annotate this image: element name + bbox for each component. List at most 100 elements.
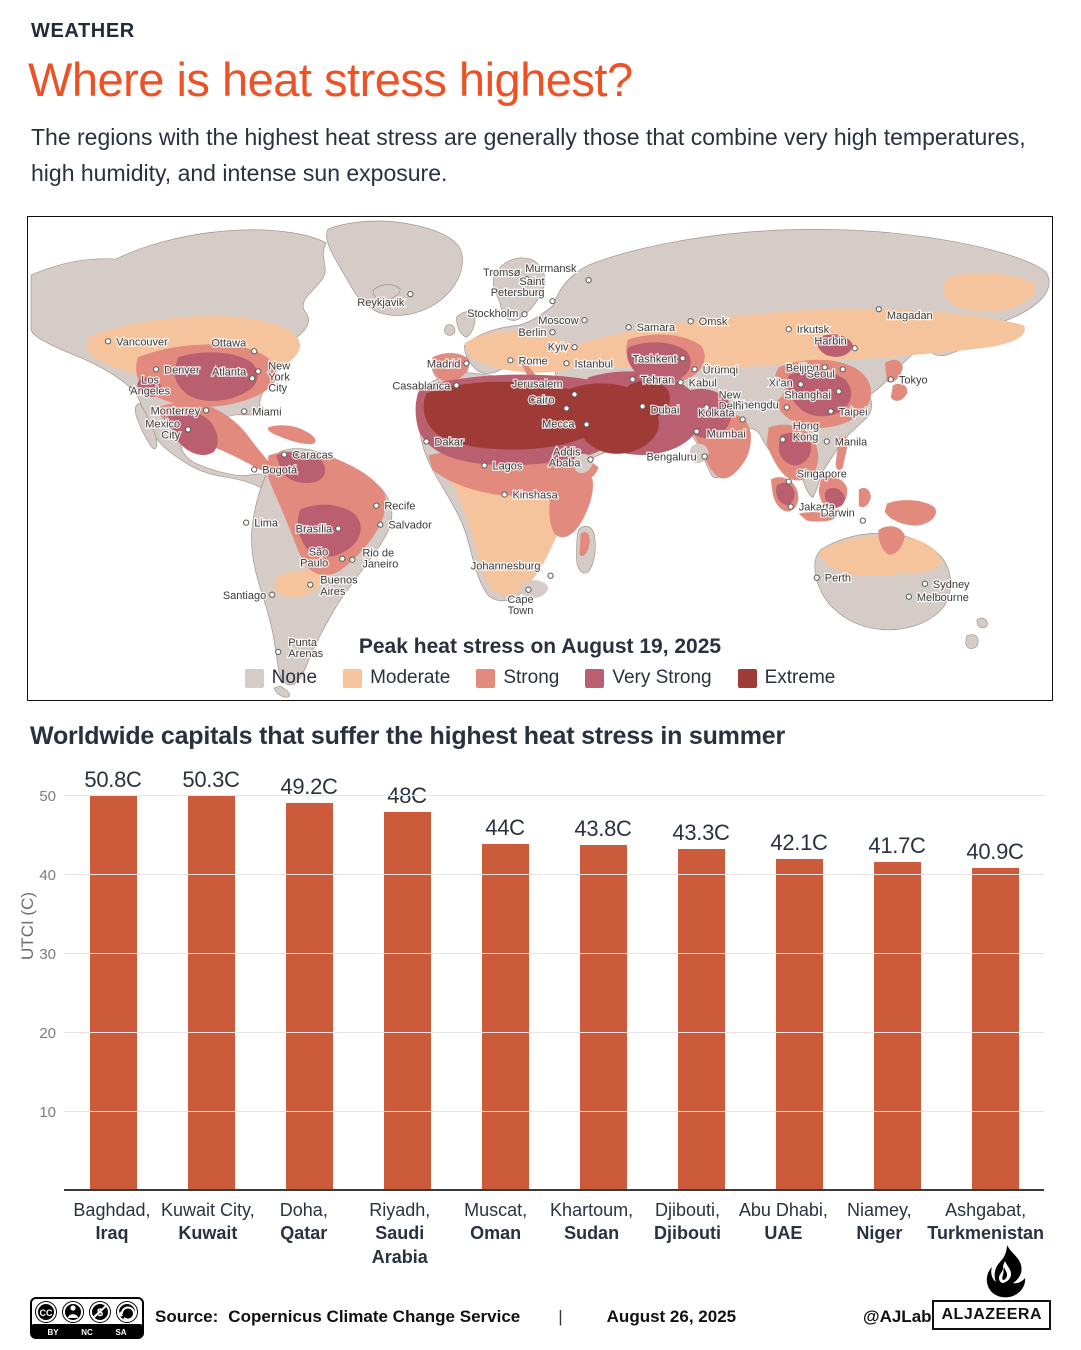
heat-stress-bar-chart: UTCI (C) 50.8C 50.3C 49.2C 48C 44C 43.8C 43.3C…: [18, 762, 1051, 1269]
city-label: Monterrey: [151, 405, 201, 417]
city-label: Los Angeles: [130, 374, 170, 397]
category-country: Qatar: [280, 1223, 328, 1244]
source-label: Source:: [155, 1307, 219, 1326]
city-label: Atlanta: [212, 366, 247, 378]
city-marker: [307, 581, 314, 588]
city-marker: [377, 521, 384, 528]
city-marker: [571, 344, 578, 351]
category-city: Doha,: [279, 1200, 328, 1220]
city-marker: [703, 404, 710, 411]
city-marker: [243, 519, 250, 526]
legend-item: None: [244, 667, 317, 689]
city-marker: [251, 466, 258, 473]
svg-text:NC: NC: [81, 1328, 93, 1337]
city-marker: [373, 502, 380, 509]
city-marker: [701, 453, 708, 460]
city-label: Kinshasa: [512, 490, 558, 502]
city-marker: [571, 391, 578, 398]
legend-item: Moderate: [343, 667, 450, 689]
page-description: The regions with the highest heat stress…: [31, 124, 1026, 186]
category-label: Ashgabat, Turkmenistan: [927, 1199, 1044, 1269]
legend-label: Very Strong: [612, 667, 712, 688]
city-marker: [249, 375, 256, 382]
legend-item: Strong: [476, 667, 559, 689]
city-label: Singapore: [797, 469, 847, 481]
chart-title: Worldwide capitals that suffer the highe…: [30, 722, 785, 750]
category-country: Oman: [470, 1223, 522, 1244]
bar-column: 44C: [456, 767, 554, 1191]
city-label: New Delhi: [719, 389, 744, 412]
world-map-svg: Vancouver Ottawa Denver Atlanta New York City L…: [30, 220, 1050, 698]
city-marker: [549, 329, 556, 336]
land-scandinavia: [493, 257, 546, 321]
bar: [89, 796, 137, 1191]
city-label: Omsk: [699, 316, 728, 328]
land-new-zealand: [965, 617, 988, 649]
bar-value-label: 41.7C: [868, 832, 926, 858]
city-label: Rome: [518, 355, 547, 367]
chart-bars: 50.8C 50.3C 49.2C 48C 44C 43.8C 43.3C 42.1C 41.7…: [64, 767, 1044, 1191]
city-marker: [335, 525, 342, 532]
city-marker: [203, 407, 210, 414]
city-label: New York City: [268, 360, 290, 394]
bar: [187, 796, 235, 1191]
city-marker: [851, 345, 858, 352]
city-marker: [779, 436, 786, 443]
bar-column: 40.9C: [946, 767, 1044, 1191]
category-label: Baghdad, Iraq: [64, 1199, 160, 1269]
city-marker: [349, 556, 356, 563]
city-marker: [875, 306, 882, 313]
city-marker: [905, 593, 912, 600]
bar-column: 43.8C: [554, 767, 652, 1191]
legend-swatch: [476, 668, 496, 688]
city-marker: [583, 421, 590, 428]
city-marker: [823, 438, 830, 445]
city-marker: [783, 404, 790, 411]
city-label: Kyiv: [548, 341, 569, 353]
category-country: Sudan: [564, 1223, 620, 1244]
city-marker: [835, 388, 842, 395]
category-country: UAE: [764, 1223, 803, 1244]
y-tick-label: 30: [39, 946, 56, 964]
city-marker: [563, 360, 570, 367]
city-marker: [887, 376, 894, 383]
bar-value-label: 43.8C: [574, 816, 632, 842]
city-marker: [797, 381, 804, 388]
city-label: Bogotá: [262, 465, 298, 477]
city-label: Samara: [637, 322, 676, 334]
chart-category-labels: Baghdad, Iraq Kuwait City, Kuwait Doha, Qatar…: [64, 1199, 1044, 1269]
city-marker: [481, 462, 488, 469]
city-label: Tokyo: [899, 374, 928, 386]
x-axis-line: [64, 1189, 1044, 1191]
city-marker: [128, 386, 136, 393]
city-marker: [153, 366, 160, 373]
city-label: Jerusalem: [512, 378, 563, 390]
city-label: Kolkata: [698, 407, 736, 419]
category-country: Kuwait: [178, 1223, 238, 1244]
city-label: Berlin: [518, 327, 546, 339]
city-marker: [921, 580, 928, 587]
city-marker: [739, 416, 746, 423]
city-marker: [687, 318, 694, 325]
bar-value-label: 50.8C: [84, 767, 142, 792]
land-baja: [134, 403, 158, 450]
city-marker: [501, 491, 508, 498]
category-city: Ashgabat,: [945, 1200, 1027, 1220]
category-label: Khartoum, Sudan: [544, 1199, 640, 1269]
bar-value-label: 49.2C: [280, 773, 338, 799]
city-marker: [269, 591, 276, 598]
city-marker: [785, 478, 792, 485]
city-marker: [275, 648, 282, 656]
svg-text:BY: BY: [47, 1328, 59, 1337]
legend-swatch: [244, 668, 264, 688]
city-label: Tehran: [641, 374, 675, 386]
source-name: Copernicus Climate Change Service: [228, 1307, 521, 1326]
city-marker: [585, 277, 592, 284]
city-label: Dakar: [434, 436, 464, 448]
cc-by-nc-sa-icon: CC $ BY NC SA: [30, 1297, 144, 1339]
city-label: Punta Arenas: [288, 637, 323, 660]
city-marker: [281, 451, 288, 458]
bar: [677, 849, 725, 1191]
city-marker: [629, 376, 636, 383]
